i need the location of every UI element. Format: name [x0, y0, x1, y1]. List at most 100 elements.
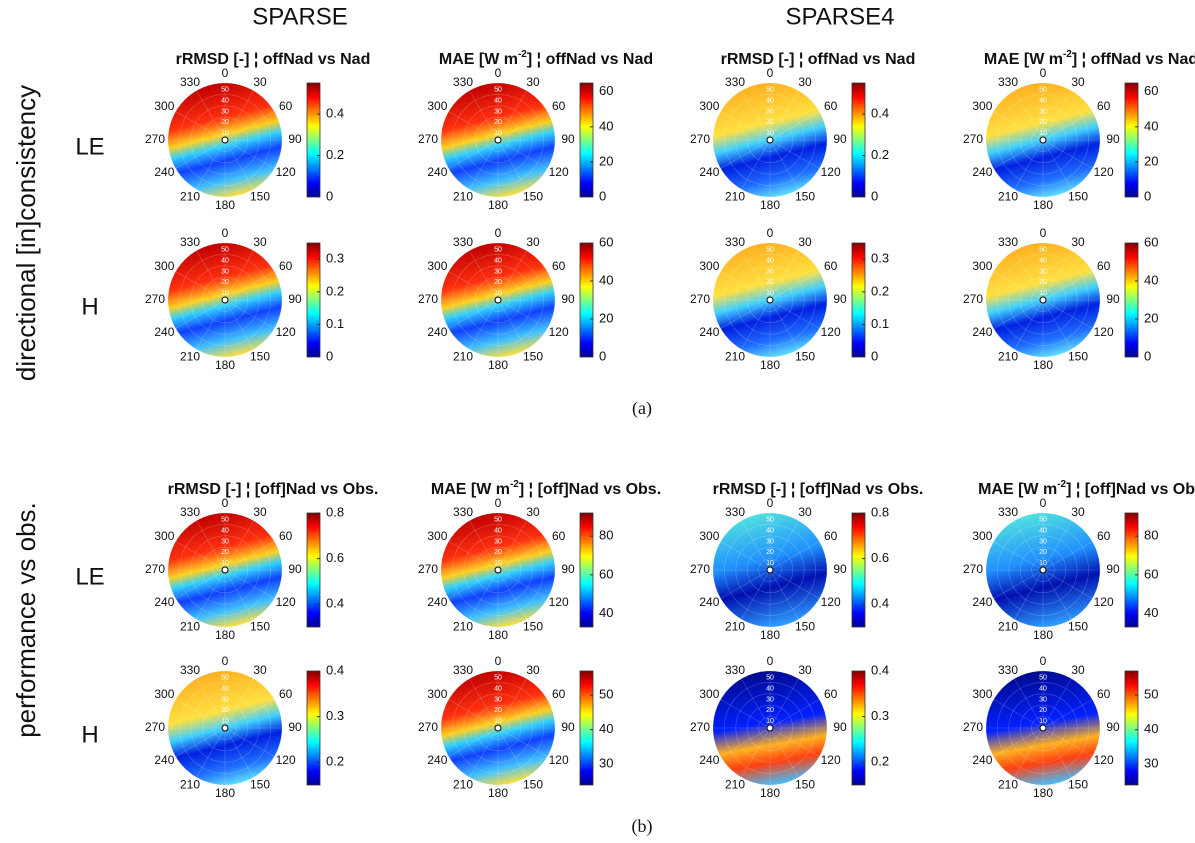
- angle-label: 300: [972, 259, 992, 273]
- angle-label: 270: [145, 292, 165, 306]
- angle-label: 210: [998, 189, 1018, 203]
- angle-label: 90: [1106, 292, 1120, 306]
- polar-spoke: [497, 139, 548, 169]
- radius-label: 10: [766, 130, 774, 137]
- angle-label: 240: [699, 325, 719, 339]
- radius-label: 20: [1039, 707, 1047, 714]
- polar-grid: [213, 128, 237, 152]
- colorbar: [579, 242, 594, 358]
- polar-grid: [440, 512, 556, 628]
- polar-grid: [452, 254, 544, 346]
- polar-grid: [746, 704, 794, 752]
- colorbar-tick-label: 60: [1144, 234, 1158, 249]
- angle-label: 120: [276, 753, 296, 767]
- polar-grid: [474, 116, 522, 164]
- radius-label: 10: [494, 290, 502, 297]
- polar-grid: [724, 94, 816, 186]
- angle-label: 30: [1071, 235, 1085, 249]
- polar-grid: [1031, 128, 1055, 152]
- polar-spoke: [469, 727, 499, 778]
- polar-spoke: [497, 299, 527, 350]
- center-marker: [221, 296, 229, 304]
- polar-spoke: [769, 139, 799, 190]
- radius-label: 20: [766, 119, 774, 126]
- polar-spoke: [224, 111, 275, 141]
- polar-grid: [190, 535, 260, 605]
- angle-label: 30: [798, 505, 812, 519]
- polar-spoke: [469, 139, 499, 190]
- polar-grid: [735, 265, 805, 335]
- panel-title: rRMSD [-] ¦ [off]Nad vs Obs.: [168, 481, 379, 498]
- radius-label: 50: [221, 675, 229, 682]
- colorbar-tick-label: 0.2: [326, 283, 344, 298]
- angle-label: 150: [523, 189, 543, 203]
- angle-label: 330: [998, 75, 1018, 89]
- angle-label: 150: [1068, 777, 1088, 791]
- angle-label: 240: [699, 753, 719, 767]
- polar-spoke: [224, 139, 275, 169]
- polar-grid: [463, 535, 533, 605]
- colorbar-tick-label: 0.3: [326, 251, 344, 266]
- colorbar: [851, 670, 866, 786]
- center-marker: [494, 296, 502, 304]
- angle-label: 60: [824, 687, 838, 701]
- angle-label: 270: [145, 720, 165, 734]
- title-superscript: -2: [510, 479, 519, 490]
- polar-grid: [179, 254, 271, 346]
- angle-label: 300: [154, 99, 174, 113]
- polar-spoke: [1014, 520, 1044, 571]
- title-text: rRMSD [-] ¦ offNad vs Nad: [721, 51, 916, 68]
- polar-grid: [1008, 265, 1078, 335]
- angle-label: 90: [833, 292, 847, 306]
- polar-grid: [201, 276, 249, 324]
- radius-label: 40: [1039, 528, 1047, 535]
- colorbar: [1124, 242, 1139, 358]
- angle-label: 90: [833, 562, 847, 576]
- row-label: LE: [75, 563, 104, 590]
- section-label: directional [in]consistency: [11, 85, 41, 381]
- angle-label: 0: [1040, 226, 1047, 240]
- angle-label: 300: [699, 259, 719, 273]
- title-text: ] ¦ offNad vs Nad: [527, 51, 653, 68]
- polar-spoke: [769, 569, 799, 620]
- angle-label: 330: [180, 235, 200, 249]
- angle-label: 90: [561, 562, 575, 576]
- polar-spoke: [497, 520, 527, 571]
- angle-label: 60: [279, 529, 293, 543]
- polar-spoke: [497, 139, 527, 190]
- angle-label: 240: [972, 325, 992, 339]
- radius-label: 40: [494, 686, 502, 693]
- angle-label: 330: [180, 663, 200, 677]
- angle-label: 270: [418, 720, 438, 734]
- radius-label: 10: [221, 290, 229, 297]
- center-marker: [221, 724, 229, 732]
- angle-label: 300: [427, 99, 447, 113]
- angle-label: 300: [154, 259, 174, 273]
- polar-spoke: [1042, 111, 1093, 141]
- polar-spoke: [993, 699, 1044, 729]
- polar-grid: [179, 524, 271, 616]
- radius-label: 40: [1039, 98, 1047, 105]
- angle-label: 240: [427, 165, 447, 179]
- angle-label: 300: [427, 259, 447, 273]
- polar-spoke: [769, 727, 799, 778]
- polar-spoke: [1014, 727, 1044, 778]
- polar-spoke: [224, 271, 275, 301]
- radius-label: 30: [494, 108, 502, 115]
- center-marker: [494, 724, 502, 732]
- radius-label: 30: [1039, 108, 1047, 115]
- colorbar-tick-label: 0.8: [871, 504, 889, 519]
- polar-grid: [486, 558, 510, 582]
- center-marker: [766, 724, 774, 732]
- radius-label: 10: [766, 718, 774, 725]
- center-marker: [494, 566, 502, 574]
- angle-label: 0: [495, 66, 502, 80]
- angle-label: 120: [549, 595, 569, 609]
- polar-spoke: [448, 111, 499, 141]
- angle-label: 90: [288, 720, 302, 734]
- angle-label: 300: [972, 687, 992, 701]
- polar-spoke: [741, 90, 771, 141]
- radius-label: 50: [1039, 675, 1047, 682]
- angle-label: 270: [963, 562, 983, 576]
- polar-spoke: [1042, 727, 1093, 757]
